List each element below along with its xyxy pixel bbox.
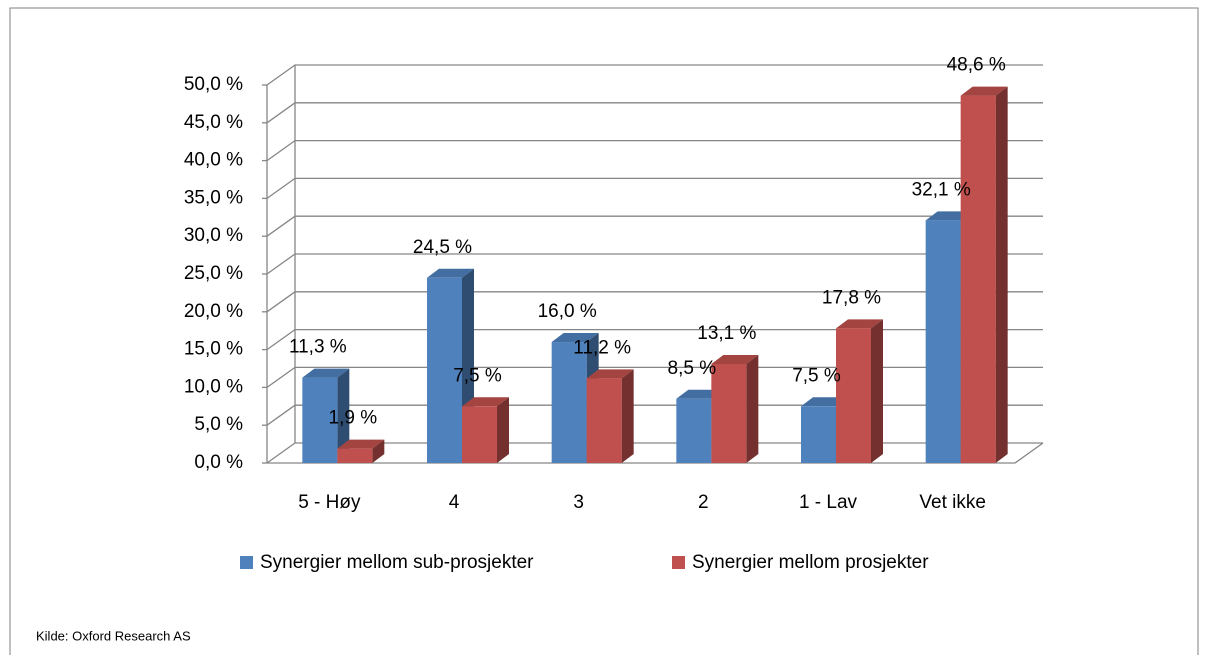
data-label: 48,6 % xyxy=(947,55,1006,76)
data-label: 17,8 % xyxy=(822,287,881,308)
bar-side xyxy=(337,368,350,463)
y-tick-label: 10,0 % xyxy=(184,376,243,397)
bar xyxy=(462,406,497,463)
x-tick-label: 5 - Høy xyxy=(298,492,361,513)
y-tick-label: 5,0 % xyxy=(194,414,243,435)
y-tick-label: 15,0 % xyxy=(184,339,243,360)
grid-line xyxy=(266,139,1043,162)
floor-edge xyxy=(267,442,1044,464)
bar xyxy=(676,398,712,463)
y-tick-label: 50,0 % xyxy=(184,74,243,95)
x-tick-label: 3 xyxy=(573,492,584,513)
data-label: 7,5 % xyxy=(792,365,841,386)
y-tick-label: 20,0 % xyxy=(184,301,243,322)
bar xyxy=(711,363,747,463)
data-label: 11,2 % xyxy=(573,337,631,358)
bar-top xyxy=(337,439,385,449)
bar-side xyxy=(497,397,509,463)
data-label: 32,1 % xyxy=(912,179,971,200)
data-label: 8,5 % xyxy=(668,358,717,379)
x-tick-label: 4 xyxy=(449,492,460,513)
bar-side xyxy=(871,319,883,463)
legend-label: Synergier mellom prosjekter xyxy=(692,552,929,573)
bar-side xyxy=(995,86,1008,464)
bar-top xyxy=(462,397,509,407)
bar xyxy=(551,342,587,463)
bar-side xyxy=(621,369,634,463)
bar-top xyxy=(836,319,883,329)
data-label: 11,3 % xyxy=(289,337,347,358)
grid-line xyxy=(266,102,1043,124)
bar-side xyxy=(746,354,759,463)
data-label: 13,1 % xyxy=(697,323,756,344)
bar xyxy=(302,377,338,463)
bar-top xyxy=(960,86,1008,96)
bar-top xyxy=(586,369,634,379)
legend-swatch xyxy=(240,556,253,569)
x-tick-label: 1 - Lav xyxy=(799,492,858,513)
bar xyxy=(801,406,836,463)
x-tick-label: Vet ikke xyxy=(919,492,986,513)
y-tick-label: 45,0 % xyxy=(184,112,243,133)
y-tick-label: 35,0 % xyxy=(184,187,243,208)
bar xyxy=(925,220,961,463)
data-label: 7,5 % xyxy=(453,365,502,386)
bar xyxy=(337,448,373,463)
y-tick-label: 30,0 % xyxy=(184,225,243,246)
x-tick-label: 2 xyxy=(698,492,709,513)
bar xyxy=(586,378,622,463)
y-tick-label: 40,0 % xyxy=(184,150,243,171)
grid-line xyxy=(266,64,1043,86)
data-label: 1,9 % xyxy=(329,408,378,429)
bar xyxy=(427,277,462,463)
legend-swatch xyxy=(672,556,685,569)
bar xyxy=(836,328,871,463)
y-tick-label: 0,0 % xyxy=(194,452,243,473)
bar-side xyxy=(372,439,385,463)
data-label: 16,0 % xyxy=(538,301,597,322)
bar-top xyxy=(302,368,350,378)
data-label: 24,5 % xyxy=(413,237,472,258)
source-note: Kilde: Oxford Research AS xyxy=(36,628,191,643)
bar-top xyxy=(551,333,599,343)
bar xyxy=(960,95,996,464)
y-tick-label: 25,0 % xyxy=(184,263,243,284)
bar-top xyxy=(427,268,474,278)
frame xyxy=(9,7,1199,655)
bar-top xyxy=(711,354,759,364)
legend-label: Synergier mellom sub-prosjekter xyxy=(260,552,534,573)
